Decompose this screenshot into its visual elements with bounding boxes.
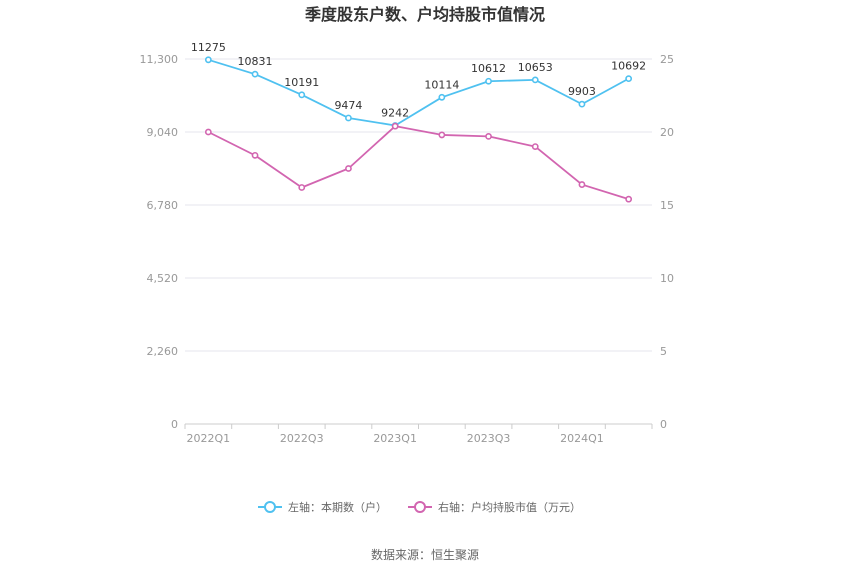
legend-marker <box>414 501 426 513</box>
series-2-point <box>345 165 352 172</box>
left-axis-tick-label: 2,260 <box>147 345 179 358</box>
legend-item-1[interactable]: 左轴：本期数（户） <box>258 500 387 514</box>
data-label: 11275 <box>191 41 226 54</box>
data-label: 9474 <box>334 99 362 112</box>
series-2-point <box>578 181 586 188</box>
series-2-point <box>298 184 306 191</box>
series-1-point <box>251 70 259 78</box>
series-1-point <box>531 76 539 84</box>
series-1-point <box>625 75 633 83</box>
grid-layer <box>185 58 652 352</box>
x-axis-tick-label: 2022Q1 <box>187 432 231 445</box>
series-2-point <box>485 132 492 140</box>
data-source-note: 数据来源：恒生聚源 <box>371 547 479 562</box>
data-label: 10612 <box>471 62 506 75</box>
left-axis-tick-label: 0 <box>171 418 178 431</box>
chart-title: 季度股东户数、户均持股市值情况 <box>304 5 545 24</box>
x-axis-tick-label: 2022Q3 <box>280 432 324 445</box>
series-1-point <box>345 114 352 122</box>
series-1-point <box>298 91 306 99</box>
series-2-point <box>204 128 212 136</box>
legend-marker <box>264 501 276 513</box>
left-axis-tick-label: 6,780 <box>147 199 179 212</box>
legend-label: 右轴：户均持股市值（万元） <box>438 500 581 514</box>
series-1-point <box>485 77 492 85</box>
data-label: 10114 <box>424 78 459 91</box>
left-axis-tick-label: 9,040 <box>147 126 179 139</box>
right-axis-tick-label: 15 <box>660 199 674 212</box>
data-label: 9903 <box>568 85 596 98</box>
data-label: 10831 <box>238 55 273 68</box>
series-layer: 11275 10831 10191 9474 9242 10114 10612 10653 99… <box>191 41 646 203</box>
data-label: 10692 <box>611 60 646 73</box>
legend-label: 左轴：本期数（户） <box>288 500 387 514</box>
data-label: 9242 <box>381 106 409 119</box>
left-axis-tick-label: 4,520 <box>147 272 179 285</box>
series-2-point <box>438 131 446 139</box>
legend-item-2[interactable]: 右轴：户均持股市值（万元） <box>408 500 581 514</box>
x-axis-tick-label: 2023Q1 <box>373 432 417 445</box>
x-axis-tick-label: 2024Q1 <box>560 432 604 445</box>
data-label: 10653 <box>518 61 553 74</box>
right-axis-tick-label: 10 <box>660 272 674 285</box>
right-axis-tick-label: 20 <box>660 126 674 139</box>
data-label: 10191 <box>284 76 319 89</box>
series-2-point <box>625 195 633 203</box>
series-1-point <box>204 56 212 64</box>
series-1-point <box>438 93 446 101</box>
series-2-point <box>251 151 259 159</box>
right-axis-tick-label: 5 <box>660 345 667 358</box>
series-1-point <box>578 100 586 108</box>
legend[interactable]: 左轴：本期数（户） 右轴：户均持股市值（万元） <box>258 500 581 514</box>
right-axis-tick-label: 0 <box>660 418 667 431</box>
series-line-2 <box>207 125 629 201</box>
series-2-point <box>391 122 399 130</box>
left-axis-tick-label: 11,300 <box>140 53 179 66</box>
x-axis-tick-label: 2023Q3 <box>467 432 511 445</box>
series-line-1 <box>208 58 630 127</box>
axis-layer: 0 2,260 4,520 6,780 9,040 11,300 0 5 10 15 20 25 202… <box>140 53 675 445</box>
series-2-point <box>531 143 539 150</box>
right-axis-tick-label: 25 <box>660 53 674 66</box>
